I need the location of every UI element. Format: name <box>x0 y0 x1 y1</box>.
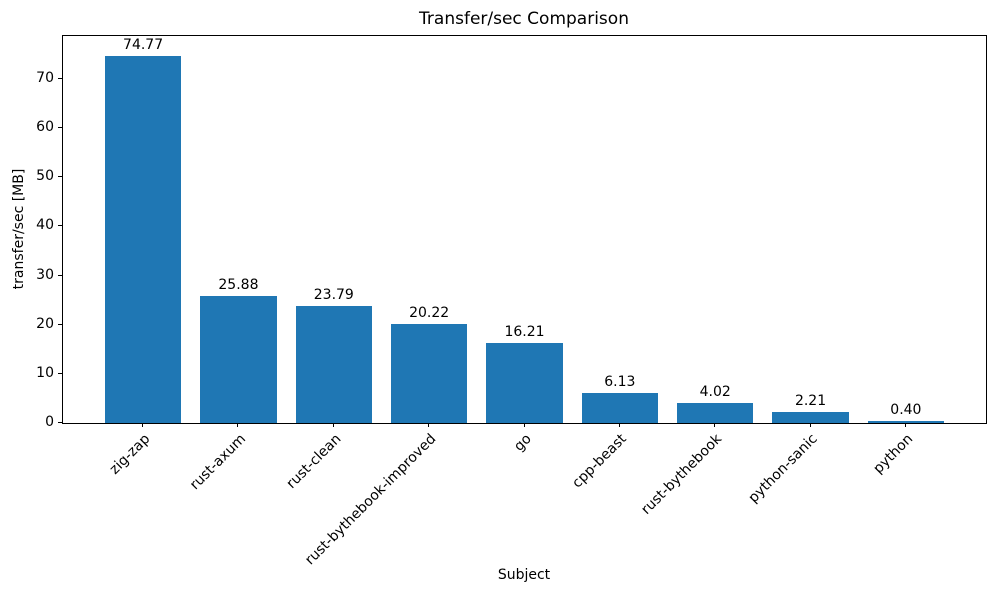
y-tick-label: 40 <box>36 217 54 234</box>
y-tick-mark <box>58 78 62 79</box>
x-tick-mark <box>714 423 716 427</box>
bar-value-label: 6.13 <box>604 374 636 390</box>
x-axis-label: Subject <box>497 567 551 583</box>
y-tick-label: 70 <box>36 70 54 86</box>
y-tick-mark <box>58 225 62 227</box>
y-tick-mark <box>58 176 62 178</box>
x-tick-mark <box>428 423 430 427</box>
x-tick-mark <box>904 423 906 427</box>
y-tick-mark <box>58 422 62 423</box>
x-tick-label: zig-zap <box>106 431 154 478</box>
y-tick-label: 10 <box>36 364 54 381</box>
x-tick-label: cpp-beast <box>569 431 631 492</box>
y-tick-mark <box>58 323 62 325</box>
x-tick-mark <box>237 423 239 427</box>
bar-value-label: 2.21 <box>794 393 827 409</box>
y-tick-mark <box>58 372 62 374</box>
bar <box>677 403 754 423</box>
x-tick-label: python-sanic <box>745 431 821 507</box>
x-tick-mark <box>142 423 144 427</box>
x-tick-label: rust-bythebook <box>638 431 726 518</box>
bar <box>295 306 372 423</box>
bar-value-label: 20.22 <box>409 305 450 321</box>
bar <box>581 393 658 423</box>
y-tick-label: 50 <box>36 168 54 185</box>
plot-area: 74.77 25.88 23.79 20.22 16.21 6.13 4.02 2.21 0.4… <box>62 35 987 424</box>
bar-value-label: 4.02 <box>699 384 731 400</box>
x-tick-mark <box>618 423 620 427</box>
bar-value-label: 23.79 <box>313 287 354 303</box>
chart-title: Transfer/sec Comparison <box>419 9 629 29</box>
y-tick-label: 0 <box>45 414 54 430</box>
bar-value-label: 16.21 <box>504 324 545 340</box>
bar <box>486 343 563 423</box>
x-tick-mark <box>332 423 334 427</box>
y-tick-label: 30 <box>36 266 54 283</box>
bar <box>772 412 849 423</box>
y-tick-label: 60 <box>36 119 54 136</box>
y-tick-mark <box>58 274 62 276</box>
bar <box>867 421 945 423</box>
x-tick-label: go <box>511 431 535 455</box>
bar-value-label: 0.40 <box>890 402 922 418</box>
x-tick-mark <box>523 423 525 427</box>
x-tick-label: rust-clean <box>283 431 345 492</box>
x-tick-mark <box>809 423 811 427</box>
bar-value-label: 74.77 <box>123 37 164 53</box>
x-tick-label: rust-axum <box>186 431 249 494</box>
bar <box>391 324 468 423</box>
y-tick-label: 20 <box>36 315 54 332</box>
bar-value-label: 25.88 <box>218 277 259 293</box>
bar <box>104 56 182 423</box>
y-tick-mark <box>58 127 62 129</box>
bar <box>200 296 277 423</box>
x-tick-label: python <box>870 431 917 477</box>
